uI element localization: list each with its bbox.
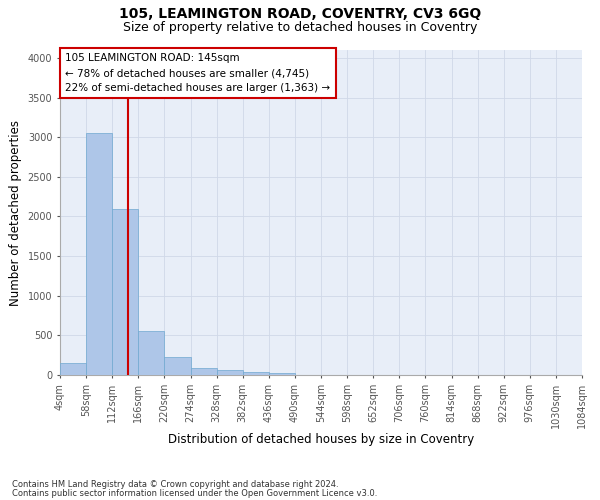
Bar bbox=[112, 208, 139, 375]
Bar bbox=[86, 133, 112, 375]
Bar bbox=[139, 332, 164, 375]
Text: Size of property relative to detached houses in Coventry: Size of property relative to detached ho… bbox=[123, 21, 477, 34]
Bar bbox=[242, 372, 269, 375]
Text: Contains public sector information licensed under the Open Government Licence v3: Contains public sector information licen… bbox=[12, 488, 377, 498]
Text: Contains HM Land Registry data © Crown copyright and database right 2024.: Contains HM Land Registry data © Crown c… bbox=[12, 480, 338, 489]
X-axis label: Distribution of detached houses by size in Coventry: Distribution of detached houses by size … bbox=[168, 434, 474, 446]
Bar bbox=[60, 363, 86, 375]
Bar bbox=[269, 373, 295, 375]
Bar bbox=[191, 368, 217, 375]
Bar bbox=[217, 370, 242, 375]
Y-axis label: Number of detached properties: Number of detached properties bbox=[9, 120, 22, 306]
Bar bbox=[164, 357, 191, 375]
Text: 105 LEAMINGTON ROAD: 145sqm
← 78% of detached houses are smaller (4,745)
22% of : 105 LEAMINGTON ROAD: 145sqm ← 78% of det… bbox=[65, 53, 331, 93]
Text: 105, LEAMINGTON ROAD, COVENTRY, CV3 6GQ: 105, LEAMINGTON ROAD, COVENTRY, CV3 6GQ bbox=[119, 8, 481, 22]
